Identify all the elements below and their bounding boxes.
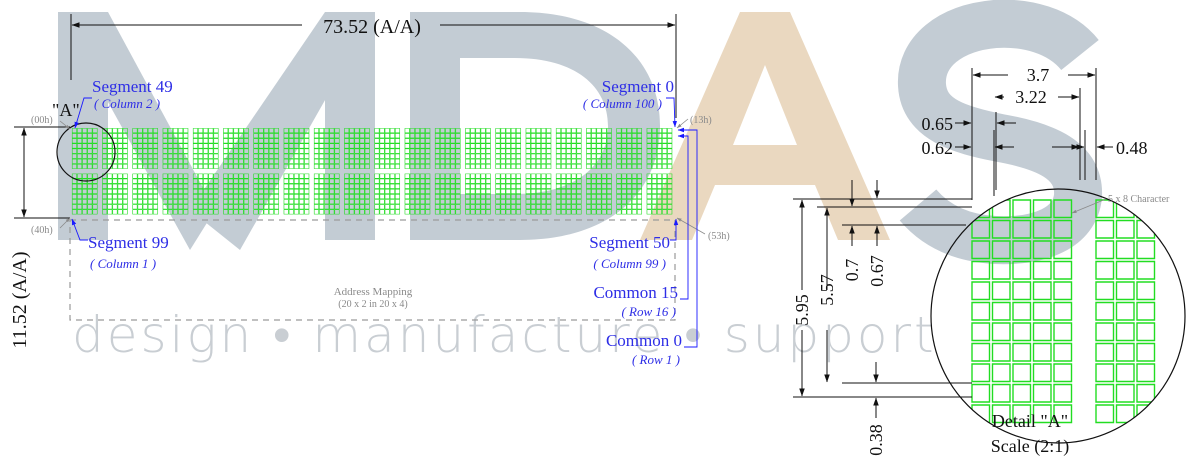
watermark-letter-m [58, 12, 375, 250]
watermark-letter-d [410, 12, 660, 240]
main-view: Address Mapping (20 x 2 in 20 x 4) 73.52… [9, 14, 730, 367]
detail-title: Detail "A" [992, 411, 1068, 431]
detail-a-view: 3.7 3.22 0.65 0.62 0.48 5 x 8 Character [792, 65, 1186, 457]
address-13h: (13h) [690, 115, 712, 126]
detail-dim-0-62: 0.62 [922, 138, 954, 158]
detail-char-label: 5 x 8 Character [1108, 194, 1170, 205]
address-mapping-title: Address Mapping [334, 286, 413, 298]
segment-50-callout: Segment 50 ( Column 99 ) [589, 218, 679, 271]
detail-top-dimensions [955, 68, 1113, 200]
height-dimension [14, 126, 70, 219]
common-15-row: ( Row 16 ) [621, 304, 676, 319]
address-mapping-subtitle: (20 x 2 in 20 x 4) [338, 299, 407, 310]
detail-dim-5-95: 5.95 [792, 294, 812, 326]
watermark: design • manufacture • support [58, 0, 1102, 364]
segment-49-callout: Segment 49 ( Column 2 ) [74, 77, 173, 129]
detail-dim-3-22: 3.22 [1015, 87, 1047, 107]
segment-0-column: ( Column 100 ) [583, 96, 662, 111]
address-40h: (40h) [31, 225, 53, 236]
detail-pixel-grid-dots [971, 199, 1156, 424]
detail-scale: Scale (2:1) [991, 436, 1069, 457]
segment-99-callout: Segment 99 ( Column 1 ) [71, 218, 169, 271]
common-0-row: ( Row 1 ) [632, 352, 680, 367]
segment-50-column: ( Column 99 ) [593, 256, 666, 271]
segment-49-column: ( Column 2 ) [94, 96, 160, 111]
detail-a-marker-label: "A" [52, 100, 80, 120]
segment-0-callout: Segment 0 ( Column 100 ) [583, 77, 677, 128]
width-dim-label: 73.52 (A/A) [323, 16, 421, 38]
detail-dim-0-7: 0.7 [842, 259, 862, 282]
address-53h: (53h) [708, 231, 730, 242]
detail-dim-3-7: 3.7 [1027, 65, 1050, 85]
watermark-tagline: design • manufacture • support [72, 306, 937, 364]
common-15-callout: Common 15 ( Row 16 ) [593, 133, 689, 319]
detail-dim-0-65: 0.65 [922, 114, 954, 134]
detail-a-circle [930, 188, 1186, 444]
detail-dim-0-48: 0.48 [1116, 138, 1148, 158]
segment-0-label: Segment 0 [602, 77, 674, 96]
common-0-callout: Common 0 ( Row 1 ) [606, 127, 698, 367]
segment-50-label: Segment 50 [589, 233, 670, 252]
detail-pixel-grid [971, 199, 1156, 424]
watermark-letter-s [898, 0, 1102, 265]
width-dimension [70, 14, 677, 118]
main-pixel-grid-dots [71, 128, 673, 215]
height-dim-label: 11.52 (A/A) [9, 251, 31, 348]
watermark-letter-a [640, 12, 890, 240]
segment-99-label: Segment 99 [88, 233, 169, 252]
common-15-label: Common 15 [593, 283, 678, 302]
address-mapping-box [69, 219, 676, 321]
detail-a-marker-circle [56, 122, 116, 182]
common-0-label: Common 0 [606, 331, 682, 350]
detail-dim-0-38: 0.38 [866, 424, 886, 456]
address-00h: (00h) [31, 115, 53, 126]
segment-49-label: Segment 49 [92, 77, 173, 96]
detail-left-dimensions [793, 180, 972, 418]
segment-99-column: ( Column 1 ) [90, 256, 156, 271]
detail-dim-5-57: 5.57 [817, 274, 837, 306]
detail-dim-0-67: 0.67 [867, 255, 887, 287]
main-pixel-grid [71, 128, 673, 215]
